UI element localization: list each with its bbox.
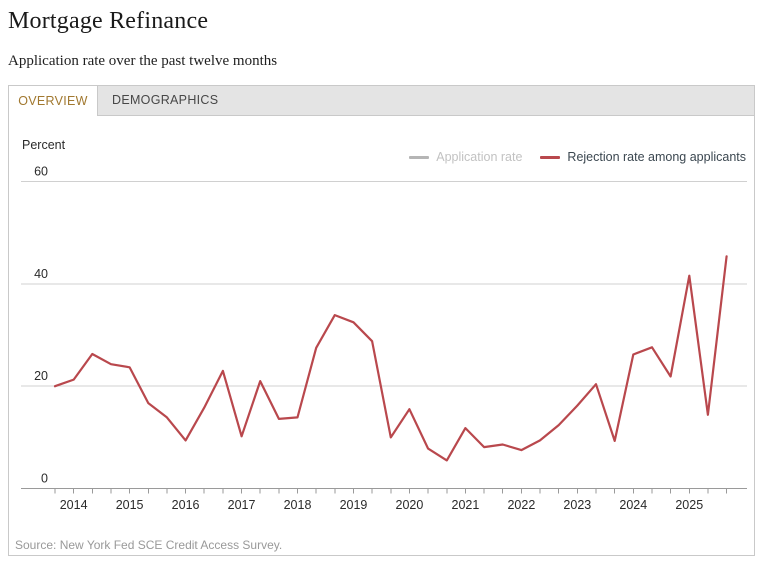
x-axis-year-label: 2025 <box>675 498 703 512</box>
legend-item-application-rate[interactable]: Application rate <box>409 150 522 164</box>
x-axis-year-label: 2022 <box>507 498 535 512</box>
application-rate-line-swatch-icon <box>409 155 430 159</box>
x-axis-year-label: 2021 <box>452 498 480 512</box>
legend-label-rejection-rate: Rejection rate among applicants <box>567 150 746 164</box>
x-axis-year-label: 2015 <box>116 498 144 512</box>
x-axis-year-label: 2016 <box>172 498 200 512</box>
page-subtitle: Application rate over the past twelve mo… <box>8 53 278 69</box>
x-axis-year-label: 2018 <box>284 498 312 512</box>
rejection-rate-line-swatch-icon <box>540 155 561 159</box>
y-axis-tick-label: 20 <box>34 369 48 383</box>
tab-bar <box>9 86 754 116</box>
legend-label-application-rate: Application rate <box>436 150 523 164</box>
chart-legend: Application rate Rejection rate among ap… <box>409 150 746 164</box>
rejection-rate-line[interactable] <box>53 255 728 462</box>
x-axis-year-label: 2020 <box>396 498 424 512</box>
y-axis-tick-label: 60 <box>34 165 48 179</box>
source-note: Source: New York Fed SCE Credit Access S… <box>15 538 283 552</box>
y-axis-tick-label: 40 <box>34 267 48 281</box>
x-axis-year-label: 2014 <box>60 498 88 512</box>
tab-demographics[interactable]: DEMOGRAPHICS <box>112 93 219 107</box>
tab-overview[interactable]: OVERVIEW <box>8 85 98 116</box>
y-axis-unit-label: Percent <box>22 138 66 152</box>
legend-item-rejection-rate[interactable]: Rejection rate among applicants <box>540 150 746 164</box>
x-axis-year-label: 2019 <box>340 498 368 512</box>
x-axis-year-label: 2023 <box>563 498 591 512</box>
y-axis-tick-label: 0 <box>41 472 48 486</box>
chart-panel: OVERVIEW DEMOGRAPHICS Source: New York F… <box>8 85 755 556</box>
x-axis-year-label: 2024 <box>619 498 647 512</box>
x-axis-year-label: 2017 <box>228 498 256 512</box>
page-title: Mortgage Refinance <box>8 8 209 34</box>
